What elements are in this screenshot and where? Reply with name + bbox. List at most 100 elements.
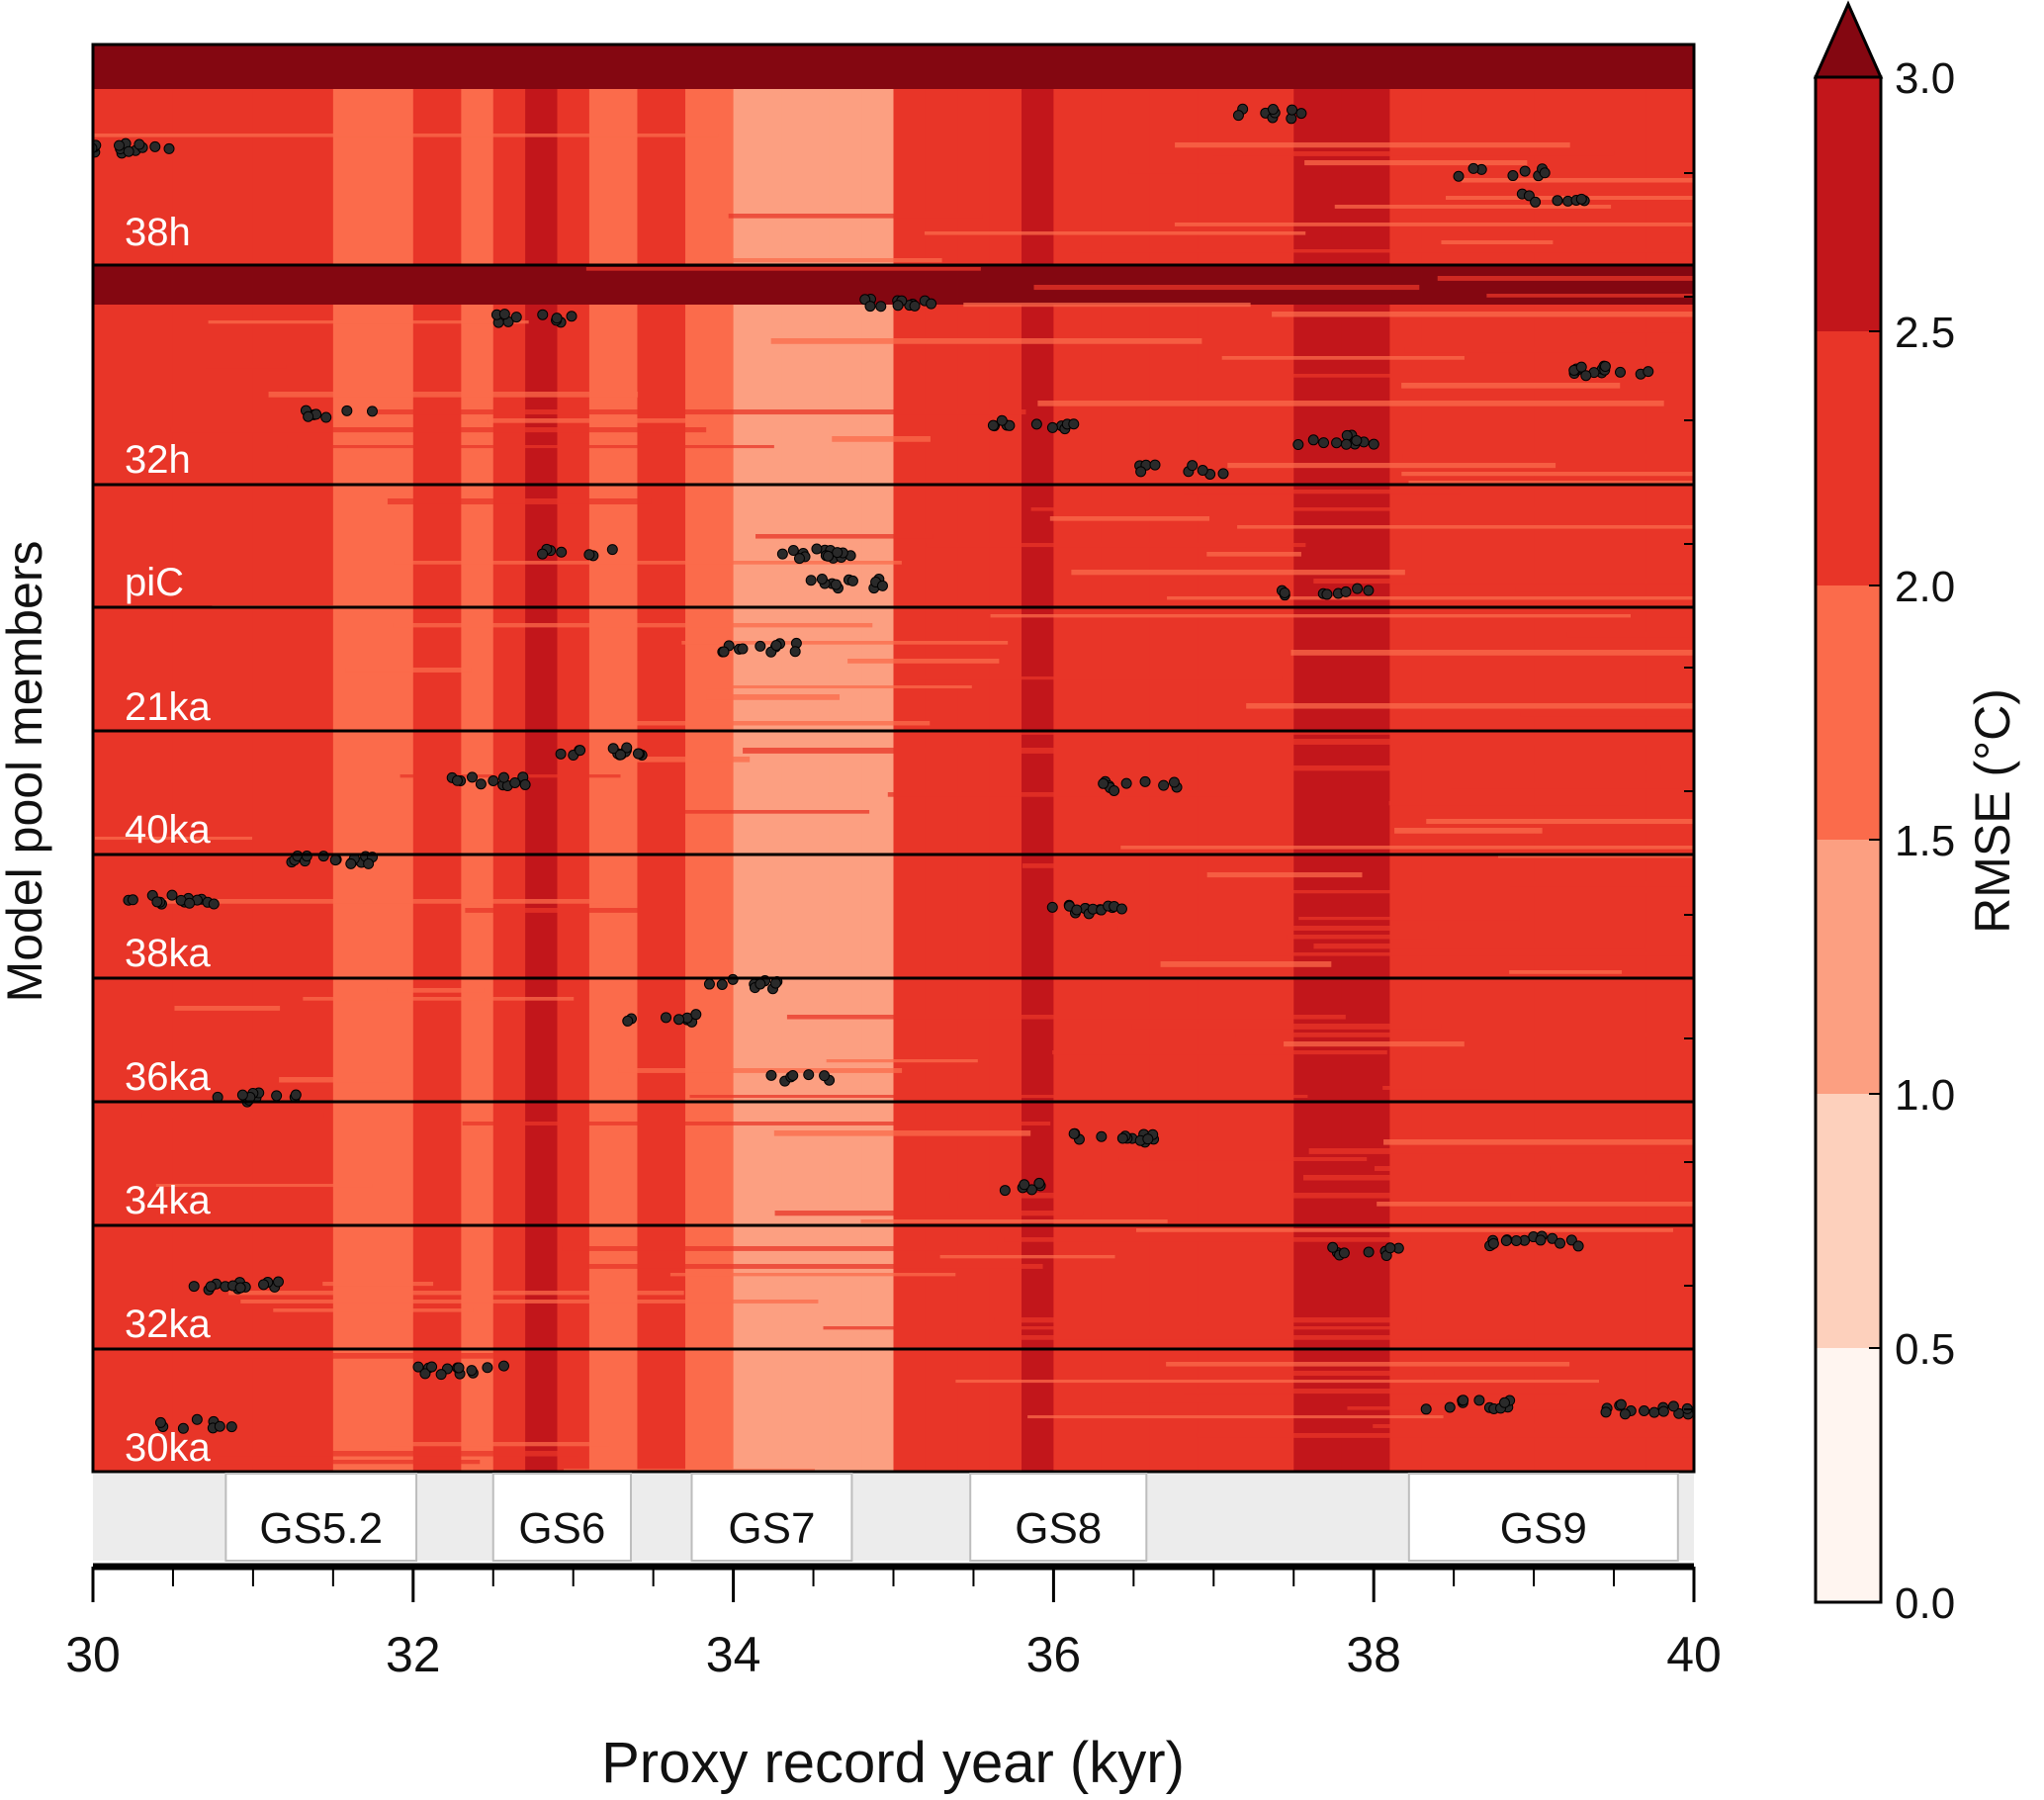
- best-fit-star: [1068, 418, 1080, 430]
- best-fit-star: [133, 138, 145, 150]
- best-fit-star: [329, 855, 341, 866]
- heatmap-row-stripe: [1402, 454, 1694, 460]
- best-fit-star: [214, 1420, 225, 1432]
- heatmap-cell: [1198, 45, 1247, 1472]
- heatmap-row-stripe: [728, 214, 983, 219]
- heatmap-row-stripe: [1197, 1433, 1694, 1438]
- best-fit-star: [583, 549, 595, 561]
- heatmap-row-stripe: [773, 1130, 1031, 1136]
- heatmap-row-stripe: [1287, 935, 1428, 940]
- best-fit-star: [830, 579, 842, 590]
- heatmap-row-stripe: [609, 721, 931, 726]
- best-fit-star: [412, 1361, 424, 1373]
- best-fit-star: [419, 1368, 431, 1380]
- heatmap-row-stripe: [1461, 178, 1694, 183]
- best-fit-star: [191, 1413, 203, 1425]
- heatmap-row-stripe: [1308, 1148, 1694, 1154]
- best-fit-star: [290, 1089, 302, 1101]
- heatmap-row-stripe: [1520, 712, 1694, 717]
- heatmap-cell: [461, 45, 494, 1472]
- best-fit-star: [1068, 1127, 1080, 1139]
- heatmap-row-stripe: [1515, 587, 1610, 592]
- best-fit-star: [1363, 585, 1375, 596]
- stadial-band: [1407, 1473, 1679, 1562]
- model-group-label: 40ka: [125, 808, 211, 852]
- best-fit-star: [1071, 904, 1083, 916]
- best-fit-star: [1444, 1401, 1456, 1413]
- best-fit-star: [1033, 1177, 1045, 1189]
- x-axis-label: Proxy record year (kyr): [601, 1731, 1185, 1795]
- best-fit-star: [341, 405, 353, 416]
- best-fit-star: [488, 774, 499, 786]
- model-group-label: 36ka: [125, 1055, 211, 1099]
- best-fit-star: [188, 1281, 200, 1293]
- best-fit-star: [1619, 1408, 1631, 1420]
- stadial-label: GS7: [728, 1504, 815, 1553]
- heatmap-row-stripe: [585, 267, 981, 271]
- heatmap-row-stripe: [1246, 703, 1694, 709]
- best-fit-star: [1149, 459, 1161, 471]
- best-fit-star: [909, 300, 921, 312]
- heatmap-cell: [1469, 45, 1535, 1472]
- heatmap-row-stripe: [939, 1255, 1115, 1259]
- best-fit-star: [205, 1281, 217, 1293]
- heatmap-row-stripe: [1134, 890, 1649, 894]
- model-group-label: 21ka: [125, 685, 211, 729]
- best-fit-star: [1600, 1406, 1612, 1418]
- best-fit-star: [755, 640, 766, 652]
- heatmap-cell: [1245, 45, 1294, 1472]
- heatmap-row-stripe: [926, 543, 1306, 548]
- heatmap-cell: [1421, 45, 1470, 1472]
- best-fit-star: [345, 857, 357, 869]
- heatmap-row-stripe: [1104, 1397, 1210, 1403]
- heatmap-row-stripe: [1117, 926, 1439, 931]
- heatmap-row-stripe: [1298, 917, 1520, 921]
- heatmap-row-stripe: [1221, 356, 1465, 360]
- heatmap-row-stripe: [93, 134, 719, 137]
- best-fit-star: [1580, 370, 1592, 382]
- colorbar: 0.0 0.5 1.0 1.5 2.0 2.5 3.0: [1813, 0, 1955, 1628]
- best-fit-star: [1575, 361, 1587, 373]
- heatmap-row-stripe: [1018, 1335, 1535, 1340]
- best-fit-star: [1232, 110, 1244, 122]
- heatmap-row-stripe: [786, 1015, 1346, 1020]
- heatmap-row-stripe: [562, 1246, 998, 1251]
- heatmap-cell: [252, 45, 334, 1472]
- best-fit-star: [875, 301, 887, 313]
- heatmap-row-stripe: [1437, 276, 1694, 281]
- best-fit-star: [1267, 104, 1279, 116]
- best-fit-star: [271, 1090, 283, 1102]
- heatmap-row-stripe: [1441, 240, 1554, 245]
- best-fit-star: [127, 894, 138, 906]
- best-fit-star: [556, 546, 568, 558]
- heatmap-row-stripe: [1451, 783, 1694, 789]
- heatmap-row-stripe: [1272, 312, 1694, 317]
- stadial-band: [690, 1473, 853, 1562]
- heatmap-row-stripe: [387, 1442, 610, 1447]
- heatmap-row-stripe: [1377, 1202, 1694, 1207]
- heatmap-row-stripe: [268, 392, 639, 398]
- heatmap-row-stripe: [1488, 979, 1694, 983]
- heatmap-cell: [492, 45, 526, 1472]
- heatmap-row-stripe: [465, 908, 677, 913]
- y-axis-label: Model pool members: [0, 541, 52, 1003]
- best-fit-star: [1307, 434, 1319, 446]
- heatmap-plot-area: [93, 45, 1694, 1472]
- heatmap-row-stripe: [1302, 1175, 1660, 1181]
- best-fit-star: [272, 1276, 284, 1288]
- heatmap-row-stripe: [1212, 151, 1615, 156]
- best-fit-star: [832, 547, 844, 559]
- heatmap-row-stripe: [1404, 347, 1694, 353]
- best-fit-star: [225, 1421, 237, 1433]
- heatmap-row-stripe: [823, 1326, 1417, 1330]
- heatmap-row-stripe: [1566, 1104, 1694, 1109]
- best-fit-star: [509, 776, 521, 788]
- best-fit-star: [1109, 784, 1120, 796]
- heatmap-row-stripe: [1304, 160, 1528, 166]
- model-group-label: 34ka: [125, 1179, 211, 1222]
- best-fit-star: [660, 1012, 671, 1024]
- best-fit-star: [811, 543, 823, 555]
- heatmap-row-stripe: [400, 774, 621, 778]
- heatmap-cell: [412, 45, 462, 1472]
- best-fit-star: [621, 742, 633, 754]
